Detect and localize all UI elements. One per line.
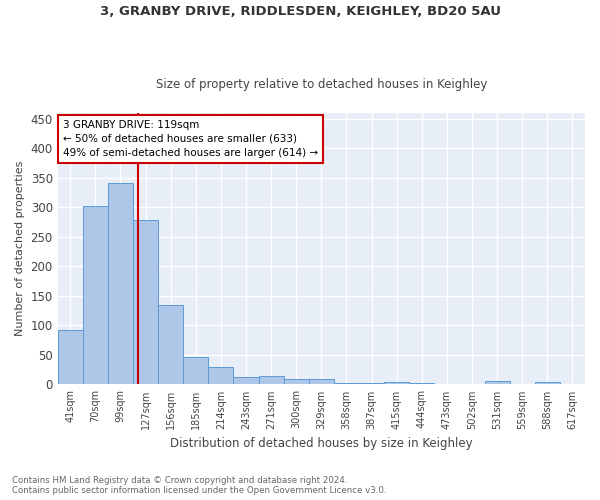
Text: 3, GRANBY DRIVE, RIDDLESDEN, KEIGHLEY, BD20 5AU: 3, GRANBY DRIVE, RIDDLESDEN, KEIGHLEY, B… — [100, 5, 500, 18]
Bar — [183, 356, 208, 384]
Bar — [259, 376, 284, 384]
Bar — [233, 378, 259, 384]
Y-axis label: Number of detached properties: Number of detached properties — [15, 161, 25, 336]
Bar — [309, 378, 334, 384]
Bar — [284, 379, 309, 384]
Bar — [384, 382, 409, 384]
Bar — [485, 382, 509, 384]
Bar — [158, 306, 183, 384]
Title: Size of property relative to detached houses in Keighley: Size of property relative to detached ho… — [155, 78, 487, 91]
Text: 3 GRANBY DRIVE: 119sqm
← 50% of detached houses are smaller (633)
49% of semi-de: 3 GRANBY DRIVE: 119sqm ← 50% of detached… — [63, 120, 318, 158]
Bar — [208, 366, 233, 384]
Bar — [133, 220, 158, 384]
Text: Contains HM Land Registry data © Crown copyright and database right 2024.
Contai: Contains HM Land Registry data © Crown c… — [12, 476, 386, 495]
Bar — [58, 330, 83, 384]
Bar — [108, 182, 133, 384]
Bar — [535, 382, 560, 384]
X-axis label: Distribution of detached houses by size in Keighley: Distribution of detached houses by size … — [170, 437, 473, 450]
Bar — [83, 206, 108, 384]
